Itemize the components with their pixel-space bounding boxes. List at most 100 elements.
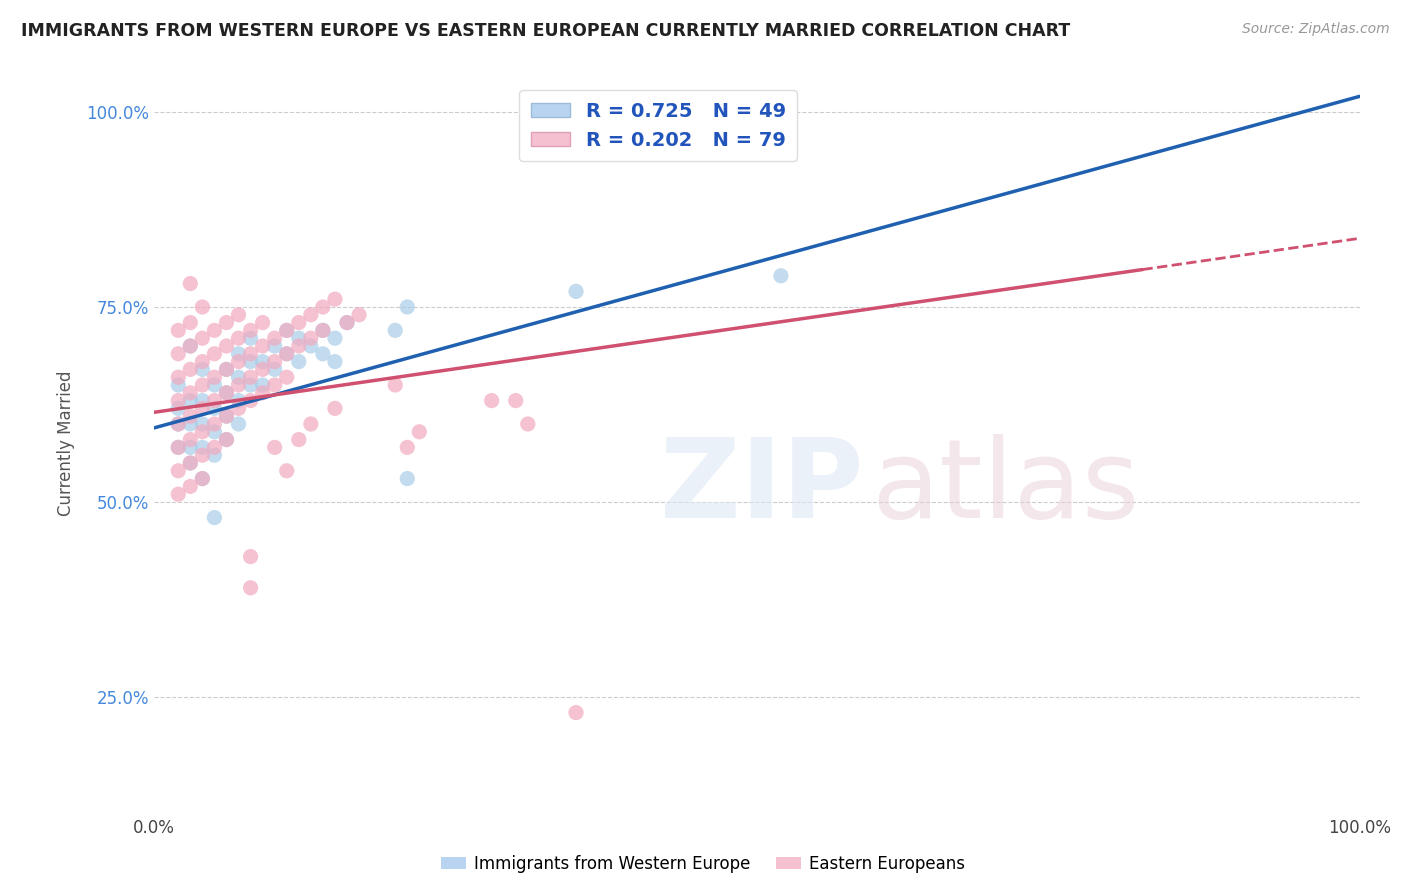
Point [565, 706, 588, 720]
Point [191, 362, 214, 376]
Point [228, 354, 250, 368]
Point [179, 339, 201, 353]
Point [191, 448, 214, 462]
Point [215, 362, 238, 376]
Point [191, 417, 214, 431]
Point [288, 354, 311, 368]
Point [215, 316, 238, 330]
Point [179, 339, 201, 353]
Point [191, 354, 214, 368]
Point [323, 401, 346, 416]
Point [191, 472, 214, 486]
Point [312, 300, 335, 314]
Point [215, 433, 238, 447]
Point [312, 347, 335, 361]
Point [336, 316, 359, 330]
Point [167, 370, 190, 384]
Point [228, 401, 250, 416]
Point [204, 448, 226, 462]
Point [276, 347, 298, 361]
Text: ZIP: ZIP [661, 434, 863, 541]
Point [204, 401, 226, 416]
Point [505, 393, 527, 408]
Point [408, 425, 430, 439]
Y-axis label: Currently Married: Currently Married [58, 371, 75, 516]
Point [396, 300, 419, 314]
Point [263, 378, 285, 392]
Point [179, 362, 201, 376]
Point [204, 510, 226, 524]
Point [239, 549, 262, 564]
Point [228, 331, 250, 345]
Point [191, 441, 214, 455]
Text: Source: ZipAtlas.com: Source: ZipAtlas.com [1241, 22, 1389, 37]
Point [179, 385, 201, 400]
Point [276, 323, 298, 337]
Point [239, 323, 262, 337]
Point [239, 354, 262, 368]
Text: IMMIGRANTS FROM WESTERN EUROPE VS EASTERN EUROPEAN CURRENTLY MARRIED CORRELATION: IMMIGRANTS FROM WESTERN EUROPE VS EASTER… [21, 22, 1070, 40]
Point [167, 441, 190, 455]
Point [239, 347, 262, 361]
Point [396, 441, 419, 455]
Point [299, 417, 322, 431]
Point [239, 370, 262, 384]
Point [215, 362, 238, 376]
Point [179, 393, 201, 408]
Point [299, 331, 322, 345]
Point [312, 323, 335, 337]
Point [228, 347, 250, 361]
Point [167, 378, 190, 392]
Point [252, 362, 274, 376]
Point [167, 487, 190, 501]
Point [215, 339, 238, 353]
Point [239, 393, 262, 408]
Point [252, 385, 274, 400]
Point [191, 472, 214, 486]
Point [179, 316, 201, 330]
Point [179, 441, 201, 455]
Point [179, 277, 201, 291]
Point [299, 308, 322, 322]
Point [288, 433, 311, 447]
Point [179, 433, 201, 447]
Point [347, 308, 370, 322]
Point [323, 292, 346, 306]
Point [191, 331, 214, 345]
Point [288, 339, 311, 353]
Point [288, 316, 311, 330]
Point [167, 417, 190, 431]
Point [215, 409, 238, 424]
Legend: Immigrants from Western Europe, Eastern Europeans: Immigrants from Western Europe, Eastern … [434, 848, 972, 880]
Point [384, 378, 406, 392]
Point [191, 401, 214, 416]
Point [228, 393, 250, 408]
Point [252, 339, 274, 353]
Point [204, 441, 226, 455]
Point [384, 323, 406, 337]
Point [239, 581, 262, 595]
Point [167, 401, 190, 416]
Point [179, 456, 201, 470]
Point [167, 393, 190, 408]
Legend: R = 0.725   N = 49, R = 0.202   N = 79: R = 0.725 N = 49, R = 0.202 N = 79 [519, 90, 797, 161]
Point [252, 316, 274, 330]
Point [252, 354, 274, 368]
Point [239, 331, 262, 345]
Point [167, 347, 190, 361]
Point [769, 268, 792, 283]
Point [263, 362, 285, 376]
Point [204, 417, 226, 431]
Point [228, 417, 250, 431]
Point [336, 316, 359, 330]
Point [276, 323, 298, 337]
Point [396, 472, 419, 486]
Point [299, 339, 322, 353]
Point [516, 417, 538, 431]
Point [179, 409, 201, 424]
Point [263, 331, 285, 345]
Point [276, 347, 298, 361]
Point [204, 378, 226, 392]
Point [215, 433, 238, 447]
Point [481, 393, 503, 408]
